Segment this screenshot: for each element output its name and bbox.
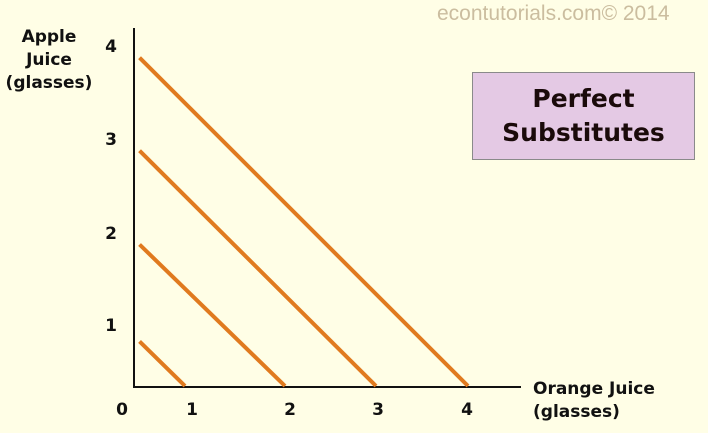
- watermark: econtutorials.com© 2014: [437, 2, 670, 25]
- y-tick-label: 4: [105, 37, 117, 57]
- y-tick-label: 1: [105, 316, 117, 336]
- indifference-curve-3: [138, 149, 378, 388]
- indifference-curve-2: [138, 243, 287, 388]
- y-axis-label-line: Juice: [26, 50, 72, 70]
- y-axis-label: Apple Juice (glasses): [2, 26, 96, 95]
- x-axis-label: Orange Juice (glasses): [533, 378, 655, 424]
- x-tick-label: 0: [116, 400, 128, 420]
- chart-title-line: Perfect: [532, 84, 635, 113]
- x-tick-label: 1: [186, 400, 198, 420]
- indifference-curve-4: [138, 56, 470, 388]
- y-tick-label: 3: [105, 130, 117, 150]
- x-tick-label: 3: [372, 400, 384, 420]
- indifference-curve-1: [138, 339, 187, 388]
- x-tick-label: 4: [461, 400, 473, 420]
- chart-title-line: Substitutes: [502, 118, 665, 147]
- y-tick-label: 2: [105, 224, 117, 244]
- x-tick-label: 2: [284, 400, 296, 420]
- x-axis-label-line: Orange Juice: [533, 379, 655, 399]
- y-axis-label-line: Apple: [21, 27, 77, 47]
- chart-title-box: Perfect Substitutes: [472, 72, 695, 160]
- y-axis-label-line: (glasses): [5, 73, 93, 93]
- x-axis-label-line: (glasses): [533, 402, 620, 422]
